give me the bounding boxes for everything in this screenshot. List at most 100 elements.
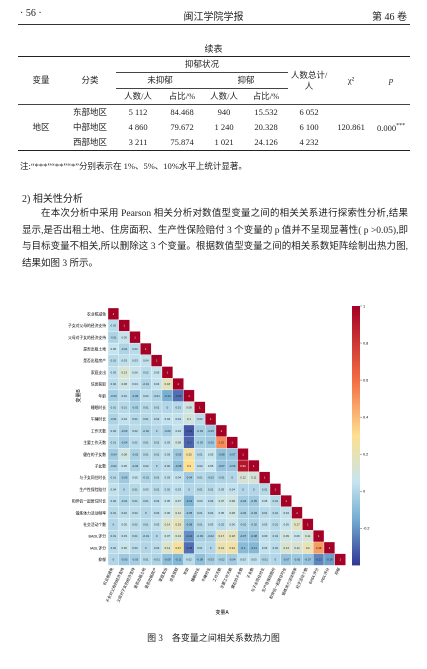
- cell-label: 1: [221, 429, 223, 433]
- cell: 6 100: [299, 122, 319, 132]
- y-tick-label: 是否出租土地: [83, 346, 106, 351]
- th: 抑郁状况: [116, 56, 289, 73]
- cell: 6 052: [299, 107, 319, 117]
- volume: 第 46 卷: [372, 12, 407, 23]
- cell-label: -0.12: [186, 499, 193, 503]
- cell-label: 0.03: [111, 370, 117, 374]
- cell-label: 0.02: [197, 464, 203, 468]
- cell-label: 0.04: [229, 487, 235, 491]
- cell-label: 0.07: [165, 534, 171, 538]
- cell-label: 0.05: [165, 499, 171, 503]
- cell-label: 0.03: [132, 359, 138, 363]
- cell-label: -0.05: [175, 452, 182, 456]
- cell-label: 0.07: [175, 499, 181, 503]
- cell-label: -0.11: [175, 558, 182, 562]
- cell-label: -0.05: [207, 441, 214, 445]
- cell-label: 0.02: [132, 441, 138, 445]
- cell-label: 0.17: [294, 522, 300, 526]
- cell-label: -0.28: [186, 546, 193, 550]
- cell-label: 0.03: [197, 499, 203, 503]
- cell-label: 0.12: [240, 476, 246, 480]
- cell-label: 0.01: [111, 476, 117, 480]
- x-tick-label: 年龄: [182, 567, 190, 576]
- cell: 4 860: [128, 122, 148, 132]
- cell-label: 0.01: [197, 452, 203, 456]
- cell-label: 0.05: [154, 370, 160, 374]
- cell-label: 1: [188, 394, 190, 398]
- cell-label: 0.05: [208, 452, 214, 456]
- cell-label: 0.01: [111, 359, 117, 363]
- colorbar-tick-label: 0.4: [363, 415, 368, 419]
- cell-label: 0.03: [165, 452, 171, 456]
- cell-label: 0.92: [240, 464, 246, 468]
- cell-label: -0.08: [197, 558, 204, 562]
- cell-label: 0.05: [132, 476, 138, 480]
- cell-label: 0.01: [175, 405, 181, 409]
- x-tick-label: BADL评分: [308, 567, 320, 585]
- cell-label: 0.01: [154, 476, 160, 480]
- cell-label: 0.02: [143, 464, 149, 468]
- cell-label: 0.02: [186, 558, 192, 562]
- cell-label: 0.01: [273, 522, 279, 526]
- cell-label: 0.01: [111, 511, 117, 515]
- cell-label: 0.01: [132, 499, 138, 503]
- cell-label: -0.33: [186, 429, 193, 433]
- cell-label: 0.17: [219, 534, 225, 538]
- cell: 20.328: [254, 122, 278, 132]
- page-number: · 56 ·: [20, 8, 42, 19]
- cell-label: 0.04: [165, 417, 171, 421]
- cell-label: 0.02: [154, 417, 160, 421]
- cell-label: 0: [113, 522, 115, 526]
- x-axis-title: 变量A: [215, 609, 229, 616]
- cell-label: 0.04: [175, 476, 181, 480]
- cell-label: 0.05: [121, 522, 127, 526]
- cell-label: -0.01: [143, 476, 150, 480]
- heatmap-cell: [334, 553, 346, 566]
- cell-label: 0.02: [121, 394, 127, 398]
- cell-label: -0.14: [164, 394, 171, 398]
- cell-label: 0.03: [165, 476, 171, 480]
- cell-label: -0.02: [240, 511, 247, 515]
- cell-label: 1: [242, 452, 244, 456]
- cell-label: -0.02: [218, 558, 225, 562]
- cell-label: 0.01: [197, 487, 203, 491]
- x-tick-label: 工作天数: [211, 567, 222, 583]
- cell: 0.000***: [372, 105, 410, 151]
- cell-label: 0.01: [273, 499, 279, 503]
- cell-label: -0.07: [283, 558, 290, 562]
- cell-label: 0.04: [262, 546, 268, 550]
- cell-label: 0.14: [165, 522, 171, 526]
- cell-label: -0.04: [186, 476, 193, 480]
- cell-label: 0.02: [111, 382, 117, 386]
- paragraph: 在本次分析中采用 Pearson 相关分析对数值型变量之间的相关关系进行探索性分…: [22, 209, 408, 269]
- cell-label: -0.08: [218, 452, 225, 456]
- cell-label: 1: [156, 359, 158, 363]
- cell-label: 0.27: [175, 546, 181, 550]
- cell-label: 0.01: [111, 405, 117, 409]
- cell-label: -0.03: [121, 429, 128, 433]
- cell-label: 0.52: [219, 441, 225, 445]
- cell-label: 0.01: [154, 452, 160, 456]
- cell-label: 0.01: [154, 405, 160, 409]
- cell-label: 0.21: [219, 546, 225, 550]
- cell-label: 0.12: [294, 546, 300, 550]
- cell-label: 0.13: [121, 370, 127, 374]
- table-note: 注:“***”“**”“*”分别表示在 1%、5%、10%水平上统计显著。: [20, 161, 247, 171]
- table-caption: 续表: [204, 44, 223, 54]
- cell-label: 0.05: [283, 522, 289, 526]
- cell-label: 0: [275, 558, 277, 562]
- cell-label: 0.07: [219, 499, 225, 503]
- cell-label: 0.01: [197, 546, 203, 550]
- th: 抑郁: [204, 72, 289, 89]
- y-tick-label: 子女数: [95, 463, 107, 468]
- cell-label: 0.01: [197, 511, 203, 515]
- cell-label: 0.02: [165, 487, 171, 491]
- y-tick-label: 年龄: [98, 393, 106, 398]
- cell-label: -0.02: [132, 452, 139, 456]
- cell-label: 1: [275, 487, 277, 491]
- colorbar-tick-label: 0.8: [363, 341, 368, 345]
- cell-label: 0.03: [121, 534, 127, 538]
- cell-label: 0.04: [111, 487, 117, 491]
- x-tick-label: 信息获取: [168, 567, 179, 583]
